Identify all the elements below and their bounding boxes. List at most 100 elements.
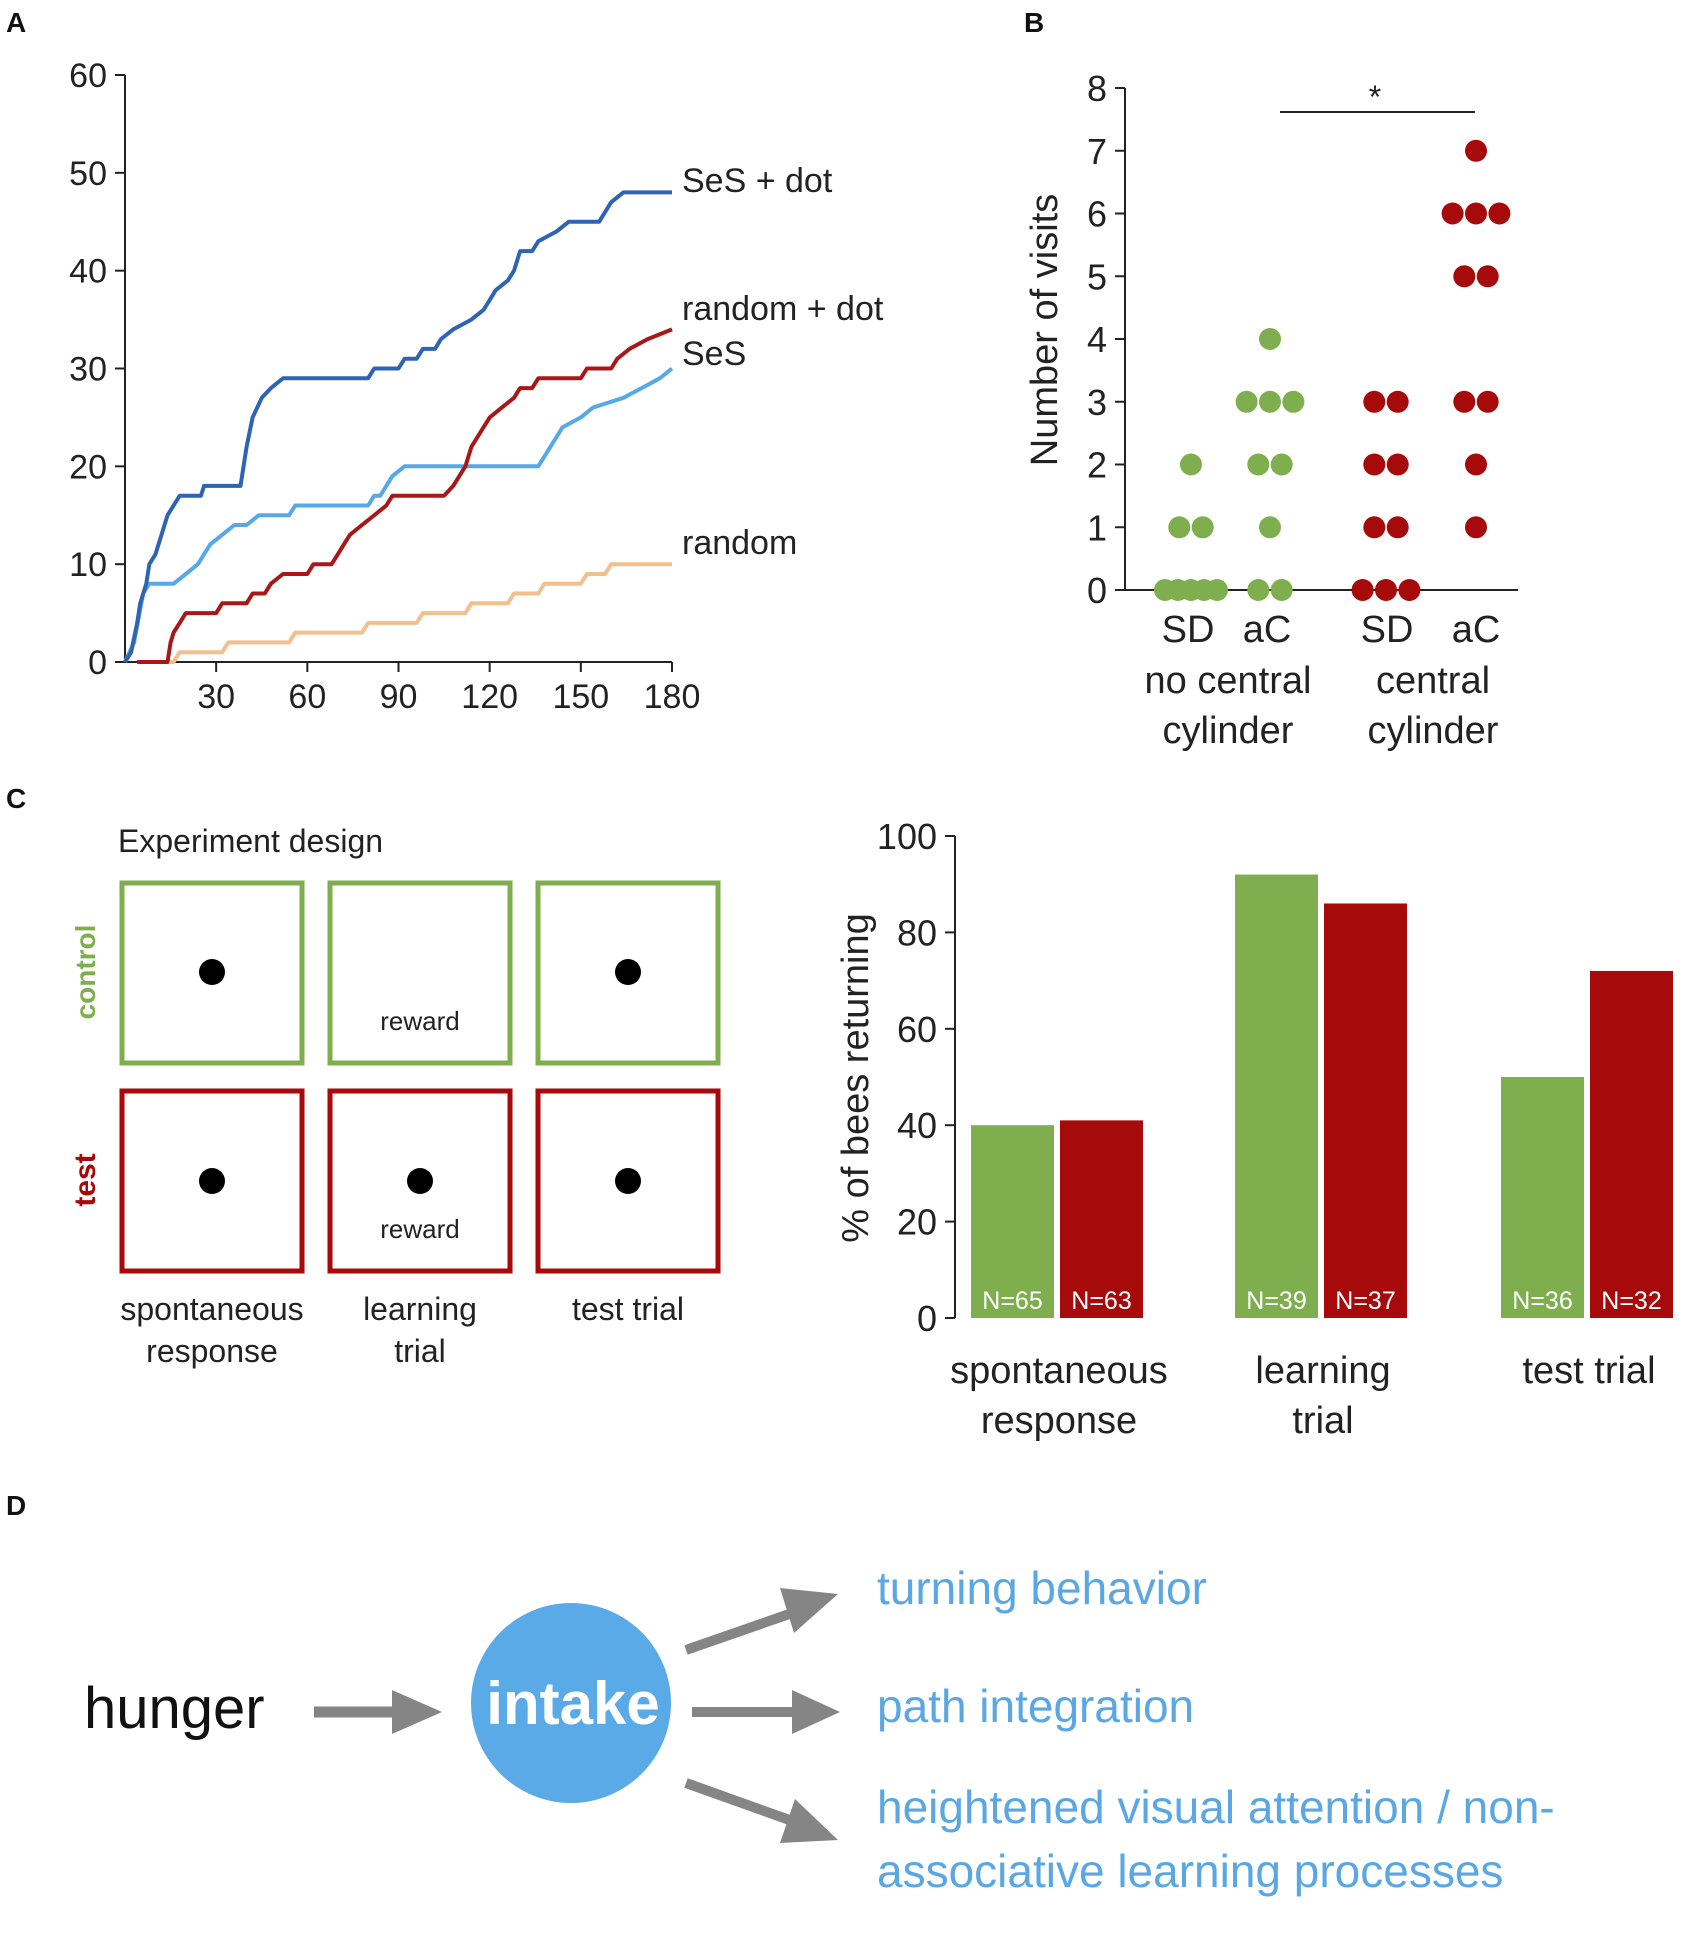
b-y-tick-label: 7 (1087, 131, 1107, 172)
c-bar-n-label: N=63 (1071, 1287, 1131, 1315)
b-data-point (1476, 390, 1499, 413)
b-data-point (1465, 139, 1487, 162)
design-title: Experiment design (118, 823, 383, 859)
b-data-point (1247, 579, 1270, 601)
b-data-point (1488, 202, 1511, 225)
b-data-point (1386, 516, 1409, 539)
b-y-tick-label: 8 (1087, 68, 1107, 109)
b-data-point (1168, 516, 1191, 539)
panel-label-c: C (6, 783, 26, 814)
b-data-point (1259, 516, 1281, 539)
c-category-label: trial (1292, 1400, 1353, 1442)
b-data-point (1386, 390, 1409, 413)
design-reward-label: reward (380, 1006, 459, 1036)
b-y-tick-label: 2 (1087, 445, 1107, 486)
design-row-label-control: control (70, 925, 101, 1020)
c-y-axis-label: % of bees returning (835, 913, 877, 1243)
b-data-point (1270, 579, 1293, 601)
c-bar-control (1501, 1077, 1584, 1318)
diagram-outcome-visual-attention-line1: heightened visual attention / non- (877, 1781, 1555, 1833)
b-y-tick-label: 5 (1087, 256, 1107, 297)
diagram-source-hunger: hunger (84, 1676, 265, 1741)
arrow-to-path-integration (692, 1690, 840, 1734)
b-data-point (1386, 453, 1409, 476)
diagram-outcome-visual-attention-line2: associative learning processes (877, 1845, 1503, 1897)
design-col-label-line2: response (146, 1333, 278, 1369)
design-reward-label: reward (380, 1214, 459, 1244)
design-box-test-spontaneous (119, 1088, 305, 1274)
b-significance-star: * (1369, 79, 1381, 115)
b-data-point (1259, 328, 1281, 350)
b-data-point (1465, 453, 1487, 476)
c-bar-control (1235, 874, 1318, 1318)
c-bar-test (1324, 903, 1407, 1318)
a-series-line-ses-dot (123, 190, 672, 664)
arrow-hunger-to-intake (314, 1690, 442, 1734)
b-group-label-sd-2: SD (1361, 609, 1414, 651)
design-row-label-test: test (69, 1153, 102, 1206)
c-bar-test (1060, 1120, 1143, 1318)
a-x-tick-label: 150 (552, 678, 609, 716)
a-label-random: random (682, 524, 797, 562)
design-dot (199, 959, 225, 985)
a-x-tick-label: 120 (461, 678, 518, 716)
a-y-tick-label: 60 (69, 57, 107, 95)
b-data-point (1191, 516, 1214, 539)
design-box-control-test (535, 880, 721, 1066)
c-y-tick-label: 80 (897, 912, 937, 953)
design-col-label-line1: learning (363, 1291, 477, 1327)
a-x-tick-label: 30 (197, 678, 235, 716)
c-bar-control (971, 1125, 1054, 1318)
b-group-label-sd-1: SD (1162, 609, 1215, 651)
diagram-outcome-turning-behavior: turning behavior (877, 1562, 1207, 1614)
b-data-point (1259, 390, 1281, 413)
design-col-label-line2: trial (394, 1333, 446, 1369)
a-series-line-random (161, 562, 672, 664)
b-data-point (1235, 390, 1258, 413)
arrow-to-visual-attention (684, 1778, 838, 1843)
c-category-label: spontaneous (950, 1350, 1168, 1392)
intake-circle (471, 1603, 671, 1803)
b-data-point (1441, 202, 1464, 225)
diagram-outcome-path-integration: path integration (877, 1680, 1194, 1732)
a-y-tick-label: 40 (69, 253, 107, 291)
panel-label-d: D (6, 1490, 26, 1521)
a-y-tick-label: 10 (69, 546, 107, 584)
b-data-point (1282, 390, 1305, 413)
c-bar-n-label: N=39 (1246, 1287, 1306, 1315)
a-y-tick-label: 0 (88, 644, 107, 682)
b-y-tick-label: 3 (1087, 382, 1107, 423)
design-dot (199, 1168, 225, 1194)
b-condition-line1-a: no central (1145, 660, 1312, 702)
b-y-tick-label: 4 (1087, 319, 1107, 360)
b-condition-line2-b: cylinder (1368, 710, 1499, 752)
panel-c-bar-chart: 0 20 40 60 80 100 % of bees returning N=65 N=6… (835, 816, 1673, 1442)
a-series-line-ses (123, 366, 674, 663)
b-data-point (1180, 453, 1202, 476)
a-x-tick-label: 180 (644, 678, 701, 716)
design-box-test-learning (327, 1088, 513, 1274)
design-box-control-learning (327, 880, 513, 1066)
a-y-tick-label: 30 (69, 351, 107, 389)
c-y-tick-label: 100 (877, 816, 937, 857)
c-y-tick-label: 60 (897, 1009, 937, 1050)
a-label-ses-dot: SeS + dot (682, 162, 833, 200)
c-y-tick-label: 0 (917, 1298, 937, 1339)
diagram-center-intake: intake (486, 1670, 659, 1737)
design-dot (407, 1168, 433, 1194)
b-data-point (1476, 265, 1499, 288)
design-box-test-test (535, 1088, 721, 1274)
c-bar-n-label: N=65 (982, 1287, 1042, 1315)
b-data-point (1206, 579, 1228, 601)
b-group-label-ac-2: aC (1452, 609, 1501, 651)
a-label-ses: SeS (682, 335, 746, 373)
b-group-label-ac-1: aC (1243, 609, 1292, 651)
design-col-label-line1: spontaneous (120, 1291, 303, 1327)
b-y-axis-label: Number of visits (1024, 194, 1066, 466)
arrow-to-turning-behavior (684, 1588, 838, 1655)
c-bar-test (1590, 970, 1673, 1318)
experiment-design: Experiment design control test reward re… (69, 823, 721, 1369)
a-label-random-dot: random + dot (682, 290, 884, 328)
b-y-tick-label: 1 (1087, 507, 1107, 548)
